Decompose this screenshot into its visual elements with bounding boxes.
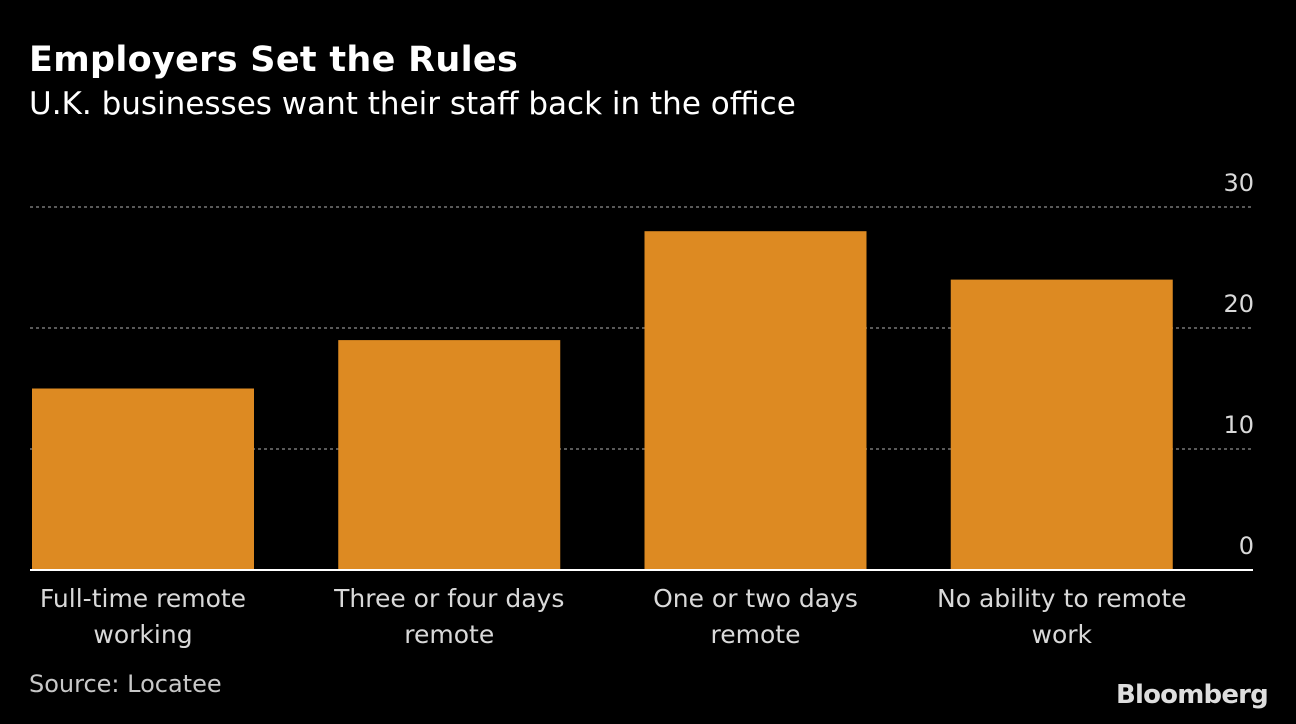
category-labels: Full-time remote working Three or four day… [40, 584, 1187, 649]
bar [32, 388, 254, 570]
y-tick-label: 20 [1223, 290, 1254, 318]
y-tick-label: 10 [1223, 411, 1254, 439]
category-label: One or two days [653, 584, 858, 613]
bar [644, 231, 867, 570]
bars [32, 231, 1173, 570]
category-label: remote [404, 620, 494, 649]
category-label: working [93, 620, 192, 649]
category-label: remote [711, 620, 801, 649]
category-label: Full-time remote [40, 584, 246, 613]
y-tick-labels: 0 10 20 30 [1223, 169, 1254, 560]
category-label: Three or four days [333, 584, 564, 613]
y-tick-label: 30 [1223, 169, 1254, 197]
category-label: No ability to remote [937, 584, 1187, 613]
source-note: Source: Locatee [29, 670, 222, 698]
bloomberg-logo: Bloomberg [1115, 680, 1269, 710]
chart-title: Employers Set the Rules [29, 40, 519, 80]
category-label: work [1032, 620, 1093, 649]
chart-subtitle: U.K. businesses want their staff back in… [29, 86, 796, 122]
bar [338, 340, 561, 570]
bar [950, 279, 1173, 570]
y-tick-label: 0 [1239, 532, 1254, 560]
